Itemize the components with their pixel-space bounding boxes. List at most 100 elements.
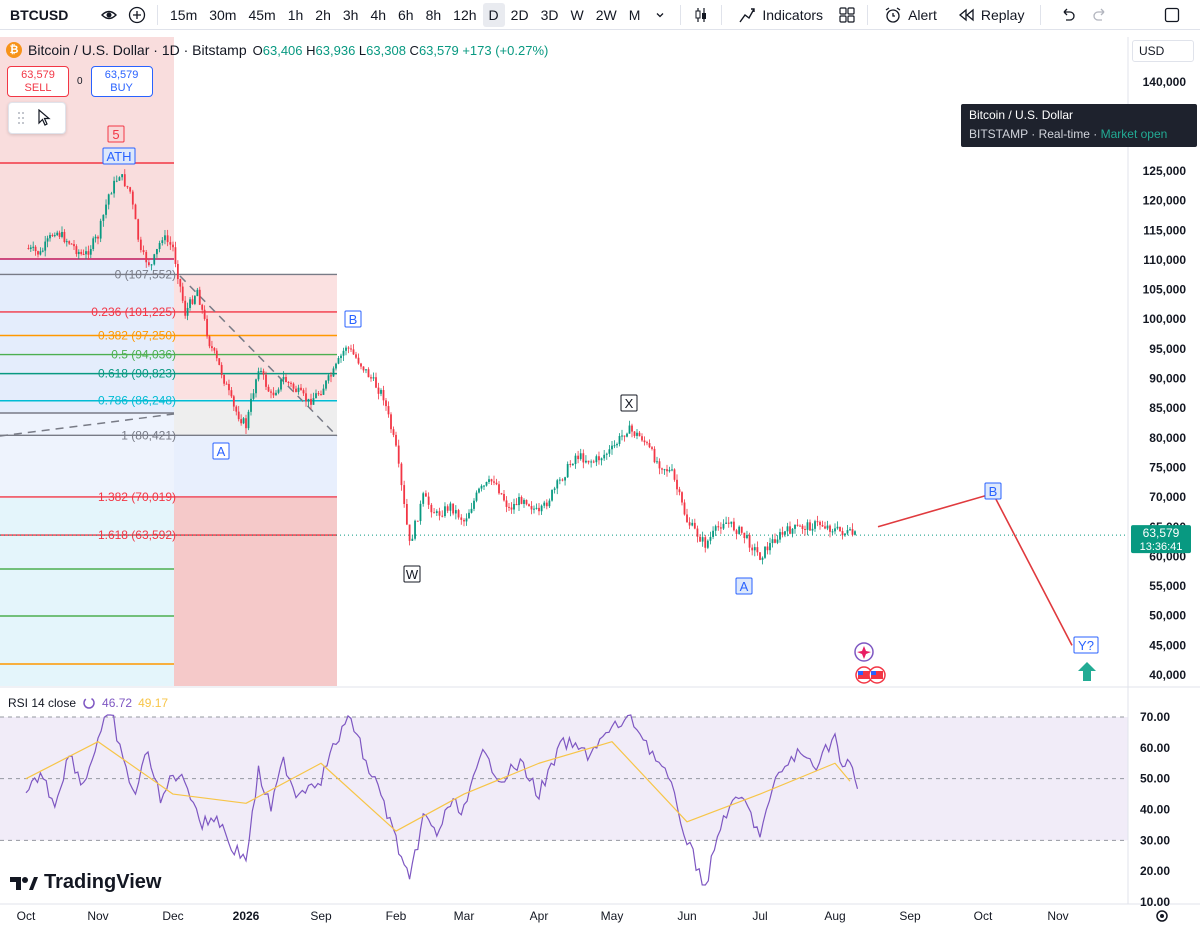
symbol-search[interactable]: BTCUSD — [10, 6, 69, 23]
candles-chart-type-icon[interactable] — [687, 1, 715, 29]
alert-button[interactable]: Alert — [874, 6, 947, 24]
timeframe-m[interactable]: M — [628, 6, 641, 23]
timeframe-45m[interactable]: 45m — [248, 6, 276, 23]
currency-select[interactable]: USD — [1132, 40, 1194, 62]
current-price-tag[interactable] — [1131, 525, 1191, 554]
candle-body — [587, 460, 590, 463]
timeframe-6h[interactable]: 6h — [398, 6, 414, 23]
candle-body — [403, 485, 406, 504]
zone-pink — [174, 274, 337, 399]
candle-body — [556, 480, 559, 489]
candle-body — [585, 460, 587, 463]
undo-icon[interactable] — [1053, 1, 1081, 29]
wave-label-b-box[interactable] — [344, 310, 362, 328]
cursor-arrow-icon[interactable] — [37, 109, 51, 127]
ai-sparkle-icon[interactable] — [854, 642, 874, 662]
timeframe-8h[interactable]: 8h — [425, 6, 442, 23]
timeframe-w[interactable]: W — [570, 6, 584, 23]
projection-path[interactable] — [877, 492, 1073, 646]
candle-body — [671, 469, 673, 471]
candle-body — [305, 393, 307, 402]
candle-body — [242, 418, 245, 424]
wave-label-b-2-box[interactable] — [984, 482, 1002, 500]
time-tick-label: Oct — [17, 909, 36, 923]
timeframe-2w[interactable]: 2W — [595, 6, 617, 23]
fullscreen-square-icon[interactable] — [1158, 1, 1186, 29]
timeframe-d[interactable]: D — [482, 2, 505, 27]
candle-body — [468, 512, 470, 519]
buy-button[interactable]: 63,579 BUY — [90, 66, 153, 97]
candle-body — [566, 463, 569, 478]
timeframe-chevron-down-icon[interactable] — [646, 1, 674, 29]
fib-level-label: 0.618 (90,823) — [98, 367, 176, 381]
timeframe-15m[interactable]: 15m — [170, 6, 198, 23]
us-flag-event-icon[interactable] — [855, 666, 886, 684]
wave-label-y-box[interactable] — [1073, 636, 1099, 654]
layouts-grid-icon[interactable] — [833, 1, 861, 29]
wave-label-b: B — [349, 312, 358, 327]
candle-body — [605, 453, 608, 455]
candle-body — [714, 526, 717, 531]
candle-body — [307, 398, 310, 402]
candle-body — [831, 531, 834, 533]
compare-icon[interactable] — [95, 1, 123, 29]
candle-body — [118, 177, 121, 181]
indicators-button[interactable]: Indicators — [728, 6, 833, 24]
wave-label-5-box[interactable] — [107, 125, 125, 143]
price-tick-label: 115,000 — [1143, 223, 1186, 237]
timeframe-2d[interactable]: 2D — [510, 6, 529, 23]
candle-body — [37, 251, 39, 255]
wave-label-5: 5 — [112, 127, 119, 142]
wave-label-a-2-box[interactable] — [735, 577, 753, 595]
candle-body — [215, 350, 218, 359]
timeframe-3h[interactable]: 3h — [342, 6, 359, 23]
candle-body — [569, 463, 572, 465]
candle-body — [551, 489, 553, 501]
wave-label-w-box[interactable] — [403, 565, 421, 583]
timeframe-4h[interactable]: 4h — [370, 6, 387, 23]
time-axis[interactable]: Sep Oct Nov Dec 2026 Feb Mar Apr May Jun Jul Aug Sep… — [17, 909, 1069, 923]
timeframe-12h[interactable]: 12h — [453, 6, 477, 23]
candle-body — [277, 389, 280, 393]
candle-body — [730, 521, 733, 524]
candle-body — [44, 241, 47, 251]
timeframe-3d[interactable]: 3D — [540, 6, 559, 23]
timeframe-2h[interactable]: 2h — [315, 6, 331, 23]
tradingview-mark-icon — [10, 876, 38, 890]
fibonacci-retracement[interactable]: 0 (107,552) 0.236 (101,225) 0.382 (97,250)… — [0, 162, 1128, 665]
candle-body — [628, 425, 631, 434]
events[interactable] — [854, 642, 1168, 922]
candle-body — [648, 443, 651, 448]
candle-body — [508, 506, 510, 508]
candle-body — [811, 528, 814, 531]
candle-body — [515, 503, 518, 506]
drag-handle-icon[interactable] — [17, 111, 25, 125]
add-symbol-icon[interactable] — [123, 1, 151, 29]
price-axis[interactable]: 40,00045,00050,00055,00060,00065,00070,0… — [1131, 75, 1191, 682]
wave-label-ath-box[interactable] — [102, 147, 136, 165]
candle-body — [490, 479, 493, 482]
candle-body — [77, 251, 80, 255]
candle-body — [816, 521, 819, 523]
chart-legend[interactable]: ₿ Bitcoin / U.S. Dollar · 1D · Bitstamp … — [6, 42, 548, 58]
wave-label-a-box[interactable] — [212, 442, 230, 460]
rsi-value: 46.72 — [102, 696, 133, 710]
timeframe-1h[interactable]: 1h — [287, 6, 304, 23]
candle-body — [623, 435, 626, 437]
timeframe-30m[interactable]: 30m — [209, 6, 237, 23]
fib-level-label: 0.786 (86,248) — [98, 394, 176, 408]
settings-gear-icon[interactable] — [1156, 910, 1168, 922]
wave-label-x-box[interactable] — [620, 394, 638, 412]
redo-icon[interactable] — [1087, 1, 1115, 29]
candle-body — [392, 429, 395, 435]
candle-body — [400, 463, 403, 486]
replay-button[interactable]: Replay — [947, 6, 1035, 24]
candle-body — [85, 251, 87, 255]
rsi-legend[interactable]: RSI 14 close 46.72 49.17 — [8, 696, 168, 710]
price-chart[interactable]: 0 (107,552) 0.236 (101,225) 0.382 (97,250)… — [0, 31, 1200, 929]
price-tick-label: 125,000 — [1143, 164, 1187, 178]
wave-labels[interactable]: 5 ATH A B W X A B Y? — [102, 125, 1099, 654]
candle-body — [834, 528, 836, 532]
projection-line[interactable] — [877, 492, 1073, 646]
sell-button[interactable]: 63,579 SELL — [7, 66, 69, 97]
